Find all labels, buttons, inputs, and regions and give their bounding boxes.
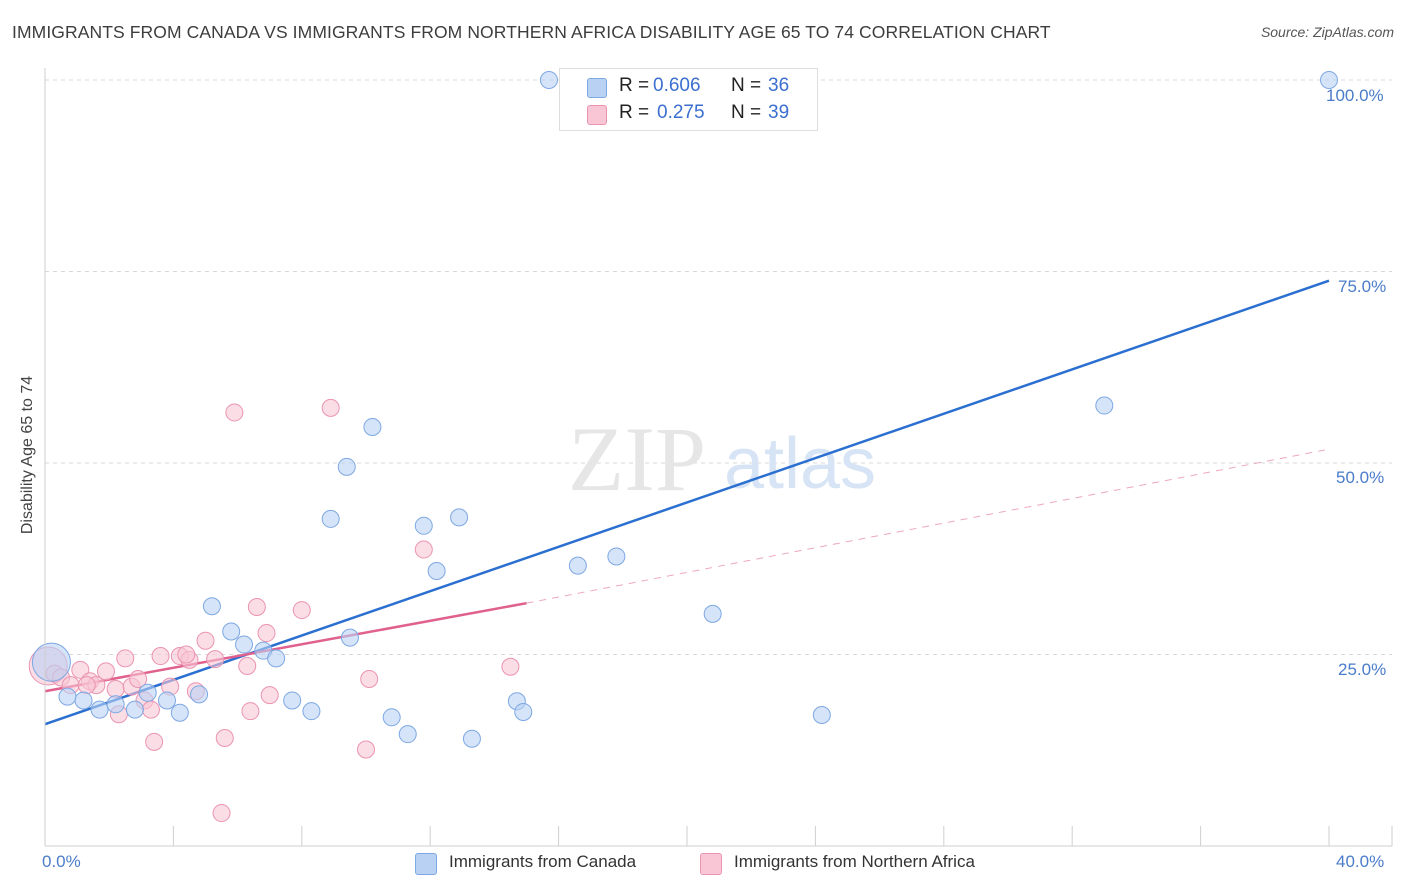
canada-point (340, 628, 359, 647)
canada-point (58, 687, 77, 706)
watermark: ZIP atlas (568, 408, 876, 510)
africa-legend-label: Immigrants from Northern Africa (734, 852, 975, 871)
africa-point (360, 670, 379, 689)
canada-point (157, 691, 176, 710)
r-label: R = (619, 75, 650, 96)
canada-point (337, 457, 356, 476)
trend-lines (44, 279, 1330, 726)
canada-point (398, 725, 417, 744)
canada-trend-line (44, 279, 1330, 726)
watermark-zip: ZIP (568, 408, 706, 510)
africa-point (116, 649, 135, 668)
y-tick-50: 50.0% (1336, 468, 1385, 487)
r-value: 0.606 (653, 75, 701, 96)
canada-point (1320, 71, 1338, 89)
canada-point (125, 700, 144, 719)
canada-point (222, 622, 241, 641)
canada-point (414, 516, 433, 535)
canada-legend-swatch (415, 853, 437, 875)
legend-row-africa: R = 0.275 N = 39 (560, 99, 817, 127)
africa-point (292, 601, 311, 620)
africa-point (257, 624, 276, 643)
africa-point (241, 702, 260, 721)
africa-point (177, 645, 196, 664)
africa-point (414, 540, 433, 559)
canada-point (703, 604, 722, 623)
africa-point (247, 598, 266, 617)
r-value: 0.275 (657, 102, 705, 123)
africa-point (96, 662, 115, 681)
africa-point (129, 670, 148, 689)
canada-point (607, 547, 626, 566)
canada-point (382, 708, 401, 727)
y-tick-100: 100.0% (1326, 86, 1384, 105)
canada-point (539, 71, 558, 89)
canada-point (514, 702, 533, 721)
africa-trend-extension (526, 448, 1330, 604)
stats-legend: R = 0.606 N = 36 R = 0.275 N = 39 (559, 68, 818, 131)
n-value: 36 (768, 75, 790, 96)
canada-point (1095, 396, 1114, 415)
africa-point (260, 686, 279, 705)
africa-point (77, 676, 96, 695)
canada-point (74, 691, 93, 710)
canada-point (190, 685, 209, 704)
canada-point (321, 509, 340, 528)
canada-point (90, 700, 109, 719)
canada-point (170, 703, 189, 722)
y-tick-25: 25.0% (1338, 660, 1387, 679)
africa-trend-line (44, 601, 527, 693)
africa-point (212, 804, 231, 823)
africa-point (145, 732, 164, 751)
africa-point (215, 728, 234, 747)
africa-point (151, 647, 170, 666)
africa-point (206, 650, 225, 669)
canada-point (138, 683, 157, 702)
axes (44, 68, 1393, 847)
n-label: N = (731, 75, 762, 96)
canada-point (568, 556, 587, 575)
canada-point (235, 635, 254, 654)
canada-point (31, 642, 71, 682)
canada-point (450, 508, 469, 527)
data-points (28, 71, 1338, 823)
africa-point (357, 740, 375, 759)
africa-point (321, 398, 340, 417)
legend-row-canada: R = 0.606 N = 36 (560, 72, 817, 100)
africa-point (238, 656, 257, 675)
africa-point (196, 631, 215, 650)
y-tick-75: 75.0% (1338, 277, 1387, 296)
n-value: 39 (768, 102, 790, 123)
africa-point (141, 700, 160, 719)
canada-point (283, 691, 302, 710)
canada-point (812, 706, 831, 725)
source-label: Source: ZipAtlas.com (1260, 24, 1394, 40)
canada-legend-label: Immigrants from Canada (449, 852, 637, 871)
n-label: N = (731, 102, 762, 123)
r-label: R = (619, 102, 650, 123)
africa-point (106, 679, 125, 698)
canada-point (202, 597, 221, 616)
africa-legend-swatch (700, 853, 722, 875)
canada-point (106, 695, 125, 714)
x-tick-min: 0.0% (42, 852, 81, 871)
x-tick-max: 40.0% (1336, 852, 1385, 871)
chart-title: IMMIGRANTS FROM CANADA VS IMMIGRANTS FRO… (12, 22, 1051, 42)
canada-swatch (587, 78, 607, 98)
canada-point (302, 702, 321, 721)
canada-point (462, 729, 481, 748)
africa-point (225, 403, 244, 422)
africa-swatch (587, 105, 607, 125)
grid-lines (45, 79, 1392, 655)
canada-point (427, 562, 446, 581)
canada-point (267, 649, 286, 668)
canada-point (363, 417, 382, 436)
africa-point (501, 657, 520, 676)
africa-point (71, 660, 90, 679)
